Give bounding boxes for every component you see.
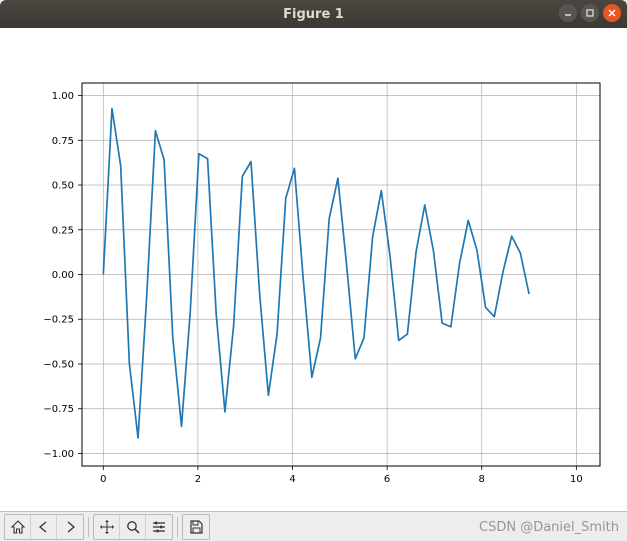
svg-text:0.25: 0.25 — [52, 225, 74, 236]
save-button[interactable] — [183, 515, 209, 539]
svg-text:2: 2 — [195, 474, 201, 485]
zoom-icon — [125, 519, 141, 535]
configure-icon — [151, 519, 167, 535]
watermark-text: CSDN @Daniel_Smith — [479, 520, 619, 535]
back-icon — [36, 519, 52, 535]
svg-text:8: 8 — [479, 474, 485, 485]
save-group — [182, 514, 210, 540]
zoom-button[interactable] — [120, 515, 146, 539]
home-icon — [10, 519, 26, 535]
window-buttons — [559, 4, 621, 22]
svg-text:4: 4 — [289, 474, 295, 485]
svg-text:1.00: 1.00 — [52, 91, 74, 102]
svg-text:−0.75: −0.75 — [43, 404, 74, 415]
svg-text:0.00: 0.00 — [52, 270, 74, 281]
svg-text:0.75: 0.75 — [52, 136, 74, 147]
mpl-toolbar: CSDN @Daniel_Smith — [0, 511, 627, 541]
maximize-button[interactable] — [581, 4, 599, 22]
window-titlebar: Figure 1 — [0, 0, 627, 28]
toolbar-separator — [88, 517, 89, 537]
minimize-button[interactable] — [559, 4, 577, 22]
home-button[interactable] — [5, 515, 31, 539]
plot-svg: 0 2 4 6 8 10 −1.00 −0.75 −0.50 −0.25 0.00 0.25 0.50 0… — [0, 28, 627, 511]
back-button[interactable] — [31, 515, 57, 539]
view-group — [93, 514, 173, 540]
toolbar-separator — [177, 517, 178, 537]
forward-icon — [62, 519, 78, 535]
pan-button[interactable] — [94, 515, 120, 539]
pan-icon — [99, 519, 115, 535]
nav-group — [4, 514, 84, 540]
forward-button[interactable] — [57, 515, 83, 539]
close-button[interactable] — [603, 4, 621, 22]
svg-text:10: 10 — [570, 474, 583, 485]
svg-text:0: 0 — [100, 474, 106, 485]
svg-text:6: 6 — [384, 474, 390, 485]
figure-canvas[interactable]: 0 2 4 6 8 10 −1.00 −0.75 −0.50 −0.25 0.00 0.25 0.50 0… — [0, 28, 627, 511]
svg-text:−0.50: −0.50 — [43, 359, 74, 370]
svg-text:0.50: 0.50 — [52, 181, 74, 192]
configure-button[interactable] — [146, 515, 172, 539]
svg-text:−0.25: −0.25 — [43, 315, 74, 326]
save-icon — [188, 519, 204, 535]
svg-text:−1.00: −1.00 — [43, 449, 74, 460]
window-title: Figure 1 — [0, 7, 627, 22]
